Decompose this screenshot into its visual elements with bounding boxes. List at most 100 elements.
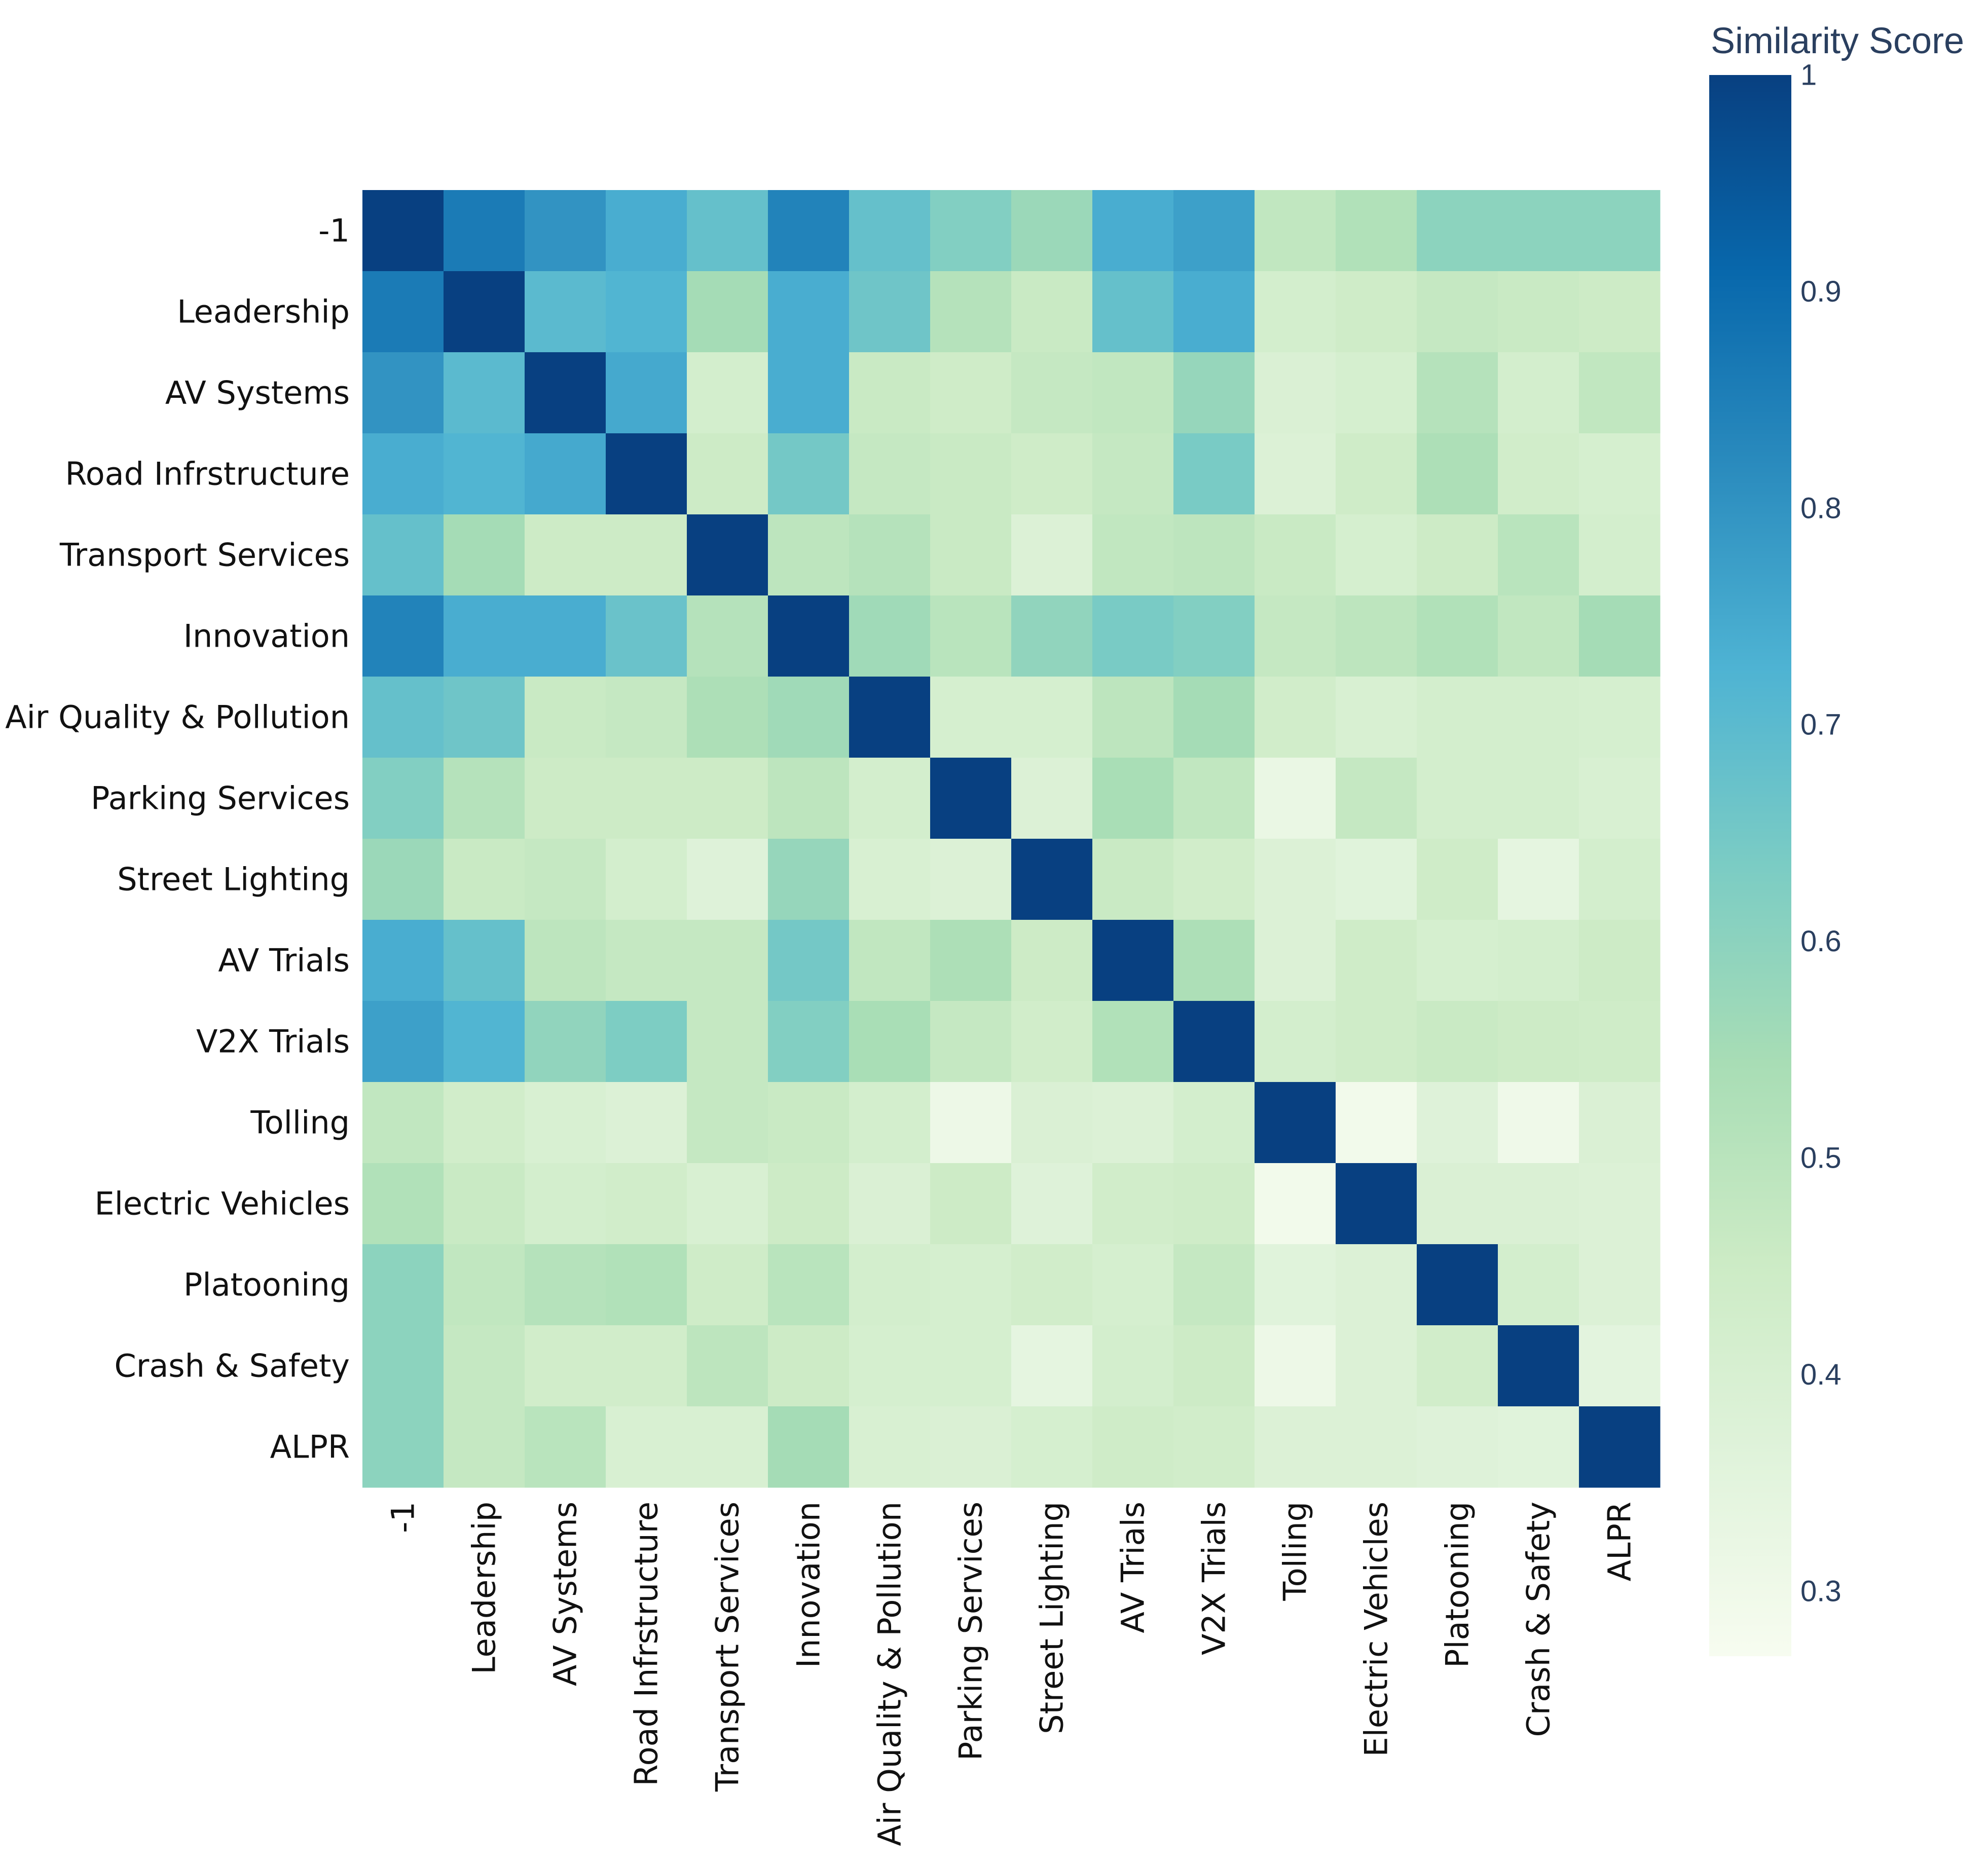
y-tick-label-av-systems: AV Systems — [165, 375, 350, 412]
heatmap-cell — [768, 920, 850, 1001]
heatmap-cell — [1336, 1001, 1417, 1083]
heatmap-cell — [606, 758, 687, 839]
heatmap-cell — [606, 433, 687, 515]
heatmap-cell — [768, 758, 850, 839]
heatmap-cell — [1336, 920, 1417, 1001]
heatmap-cell — [1255, 758, 1336, 839]
heatmap-cell — [362, 1082, 444, 1164]
x-tick-label-1: -1 — [385, 1502, 422, 1533]
heatmap-cell — [687, 677, 768, 758]
heatmap-cell — [1417, 758, 1498, 839]
y-tick-label-leadership: Leadership — [177, 293, 350, 330]
heatmap-cell — [1417, 1406, 1498, 1488]
heatmap-cell — [1417, 1163, 1498, 1245]
colorbar-tick-label: 0.6 — [1800, 925, 1842, 958]
y-tick-label-innovation: Innovation — [183, 618, 350, 655]
heatmap-cell — [525, 920, 606, 1001]
heatmap-cell — [1092, 1001, 1174, 1083]
heatmap-cell — [1417, 1244, 1498, 1326]
heatmap-cell — [1498, 595, 1579, 677]
colorbar-tick-label: 0.7 — [1800, 708, 1842, 741]
heatmap-cell — [1498, 1244, 1579, 1326]
heatmap-cell — [849, 1406, 931, 1488]
heatmap-cell — [1173, 595, 1255, 677]
heatmap-cell — [606, 352, 687, 434]
heatmap-cell — [444, 514, 525, 596]
heatmap-cell — [1173, 1406, 1255, 1488]
y-tick-label-electric-vehicles: Electric Vehicles — [95, 1185, 350, 1222]
heatmap-cell — [606, 677, 687, 758]
heatmap-cell — [1255, 677, 1336, 758]
heatmap-cell — [1498, 920, 1579, 1001]
heatmap-cell — [1336, 433, 1417, 515]
heatmap-cell — [930, 352, 1012, 434]
heatmap-cell — [606, 190, 687, 272]
heatmap-cell — [1255, 514, 1336, 596]
heatmap-cell — [1417, 1082, 1498, 1164]
heatmap-cell — [1255, 839, 1336, 920]
heatmap-cell — [930, 433, 1012, 515]
heatmap-cell — [849, 514, 931, 596]
colorbar-ticks: 0.3 0.4 0.5 0.6 0.7 0.8 0.9 1 — [1800, 59, 1842, 1608]
heatmap-cell — [525, 1325, 606, 1407]
heatmap-cell — [687, 190, 768, 272]
heatmap-cell — [1498, 433, 1579, 515]
heatmap-cell — [849, 839, 931, 920]
heatmap-cell — [1092, 758, 1174, 839]
y-tick-label-platooning: Platooning — [183, 1266, 350, 1303]
heatmap-cell — [1336, 1244, 1417, 1326]
heatmap-cell — [1011, 1325, 1093, 1407]
heatmap-cell — [362, 433, 444, 515]
heatmap-cell — [1173, 1082, 1255, 1164]
heatmap-cell — [1255, 920, 1336, 1001]
heatmap-cell — [1092, 595, 1174, 677]
x-tick-label-av-trials: AV Trials — [1115, 1502, 1152, 1633]
heatmap-cell — [849, 190, 931, 272]
heatmap-cell — [1092, 1082, 1174, 1164]
heatmap-cell — [444, 271, 525, 353]
heatmap-cell — [768, 677, 850, 758]
heatmap-cell — [362, 1163, 444, 1245]
heatmap-cell — [849, 1163, 931, 1245]
y-tick-label-alpr: ALPR — [270, 1429, 350, 1466]
heatmap-cell — [1173, 839, 1255, 920]
colorbar-tick-label: 0.9 — [1800, 275, 1842, 308]
heatmap-cell — [362, 920, 444, 1001]
heatmap-cell — [1336, 514, 1417, 596]
heatmap-cell — [1255, 433, 1336, 515]
heatmap-cell — [768, 271, 850, 353]
heatmap-cell — [525, 758, 606, 839]
heatmap-cell — [768, 1325, 850, 1407]
heatmap-cell — [362, 1244, 444, 1326]
heatmap-cell — [1336, 677, 1417, 758]
y-tick-label-av-trials: AV Trials — [218, 942, 350, 979]
heatmap-cell — [1579, 1325, 1661, 1407]
heatmap-cell — [849, 1001, 931, 1083]
heatmap-cell — [1498, 839, 1579, 920]
heatmap-cell — [1336, 1325, 1417, 1407]
heatmap-cell — [1498, 514, 1579, 596]
heatmap-cell — [1092, 271, 1174, 353]
heatmap-cell — [1579, 1163, 1661, 1245]
heatmap-cell — [930, 1406, 1012, 1488]
heatmap-cell — [687, 271, 768, 353]
heatmap-cell — [768, 1406, 850, 1488]
heatmap-cell — [1173, 1325, 1255, 1407]
y-axis-labels: -1 Leadership AV Systems Road Infrstructure… — [5, 212, 350, 1466]
heatmap-cell — [1579, 1244, 1661, 1326]
heatmap-cell — [1336, 190, 1417, 272]
heatmap-cell — [1011, 1406, 1093, 1488]
heatmap-cell — [768, 514, 850, 596]
heatmap-cell — [1011, 595, 1093, 677]
heatmap-cell — [930, 595, 1012, 677]
heatmap-cell — [362, 839, 444, 920]
heatmap-cell — [606, 271, 687, 353]
heatmap-cell — [849, 352, 931, 434]
heatmap-cell — [1173, 1244, 1255, 1326]
heatmap-cell — [1011, 758, 1093, 839]
heatmap-cell — [930, 758, 1012, 839]
y-tick-label-transport-services: Transport Services — [59, 537, 350, 574]
heatmap-cell — [525, 1406, 606, 1488]
heatmap-cell — [768, 1163, 850, 1245]
